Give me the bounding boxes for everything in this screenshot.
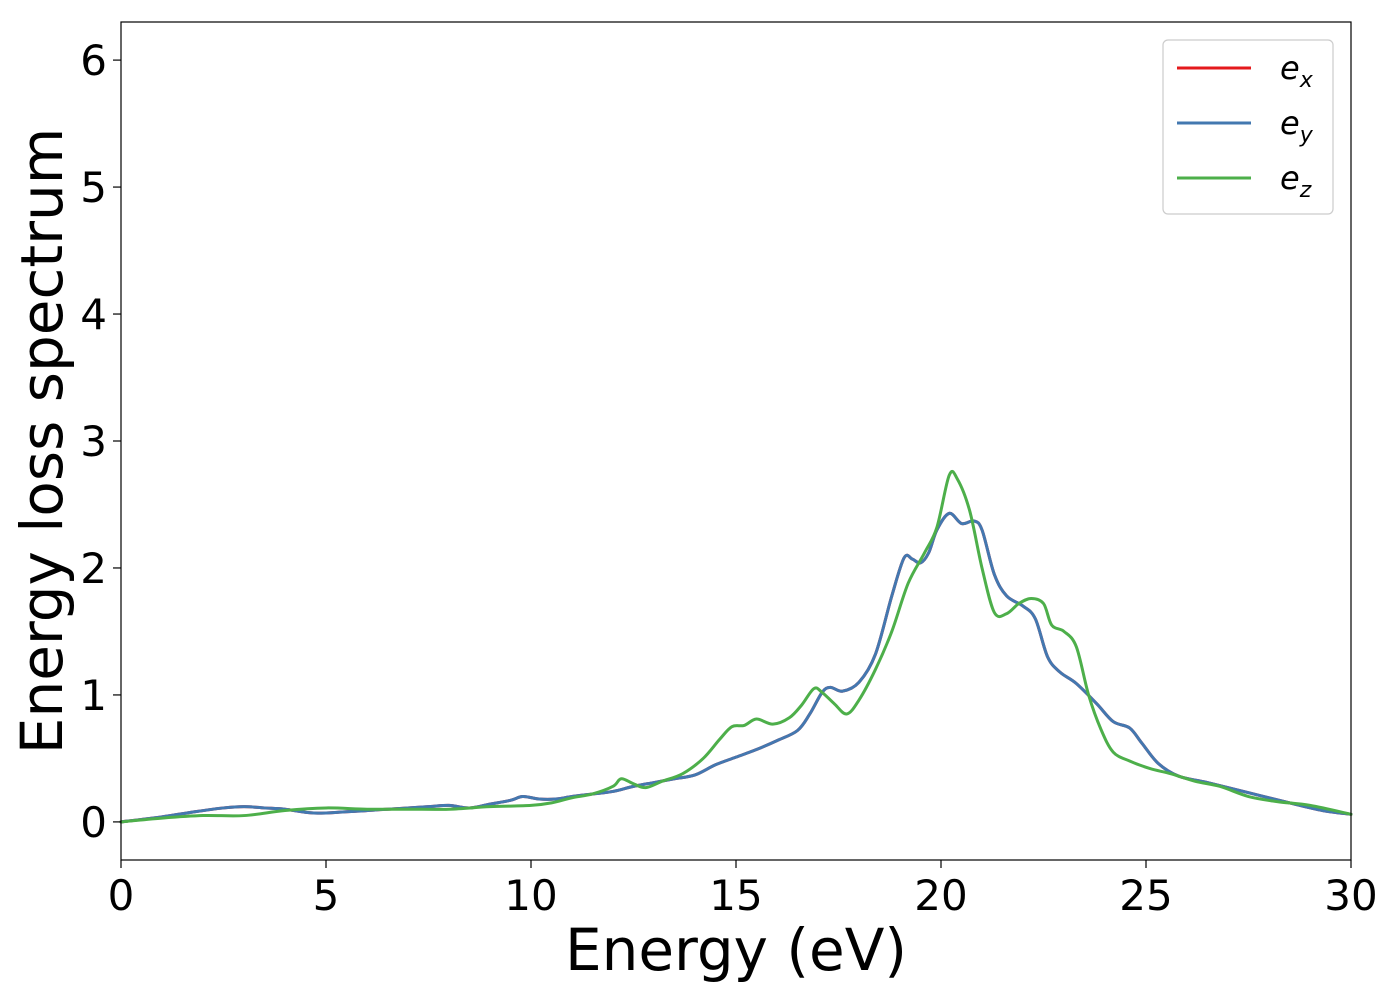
y-tick-label: 1 [80,671,107,720]
legend: ex ey ez [1162,39,1334,215]
x-axis-title: Energy (eV) [565,916,907,984]
x-tick-label: 10 [504,871,557,920]
y-tick-label: 0 [80,798,107,847]
legend-box [1162,39,1334,215]
series-line-e-y [119,511,1353,824]
y-tick-label: 5 [80,163,107,212]
y-tick-label: 6 [80,36,107,85]
series-lines [119,469,1353,824]
x-tick-label: 20 [914,871,967,920]
legend-label-e-z: ez [1280,159,1312,203]
x-tick-label: 25 [1119,871,1172,920]
y-tick-label: 2 [80,544,107,593]
series-line-e-z [119,469,1353,824]
x-axis: 0 5 10 15 20 25 30 [108,860,1378,920]
y-tick-label: 4 [80,290,107,339]
y-axis: 0 1 2 3 4 5 6 [80,36,121,847]
x-tick-label: 5 [313,871,340,920]
y-tick-label: 3 [80,417,107,466]
y-axis-title: Energy loss spectrum [8,128,76,754]
legend-label-e-y: ey [1280,104,1314,148]
x-tick-label: 30 [1324,871,1377,920]
x-tick-label: 0 [108,871,135,920]
legend-label-e-x: ex [1280,49,1314,93]
x-tick-label: 15 [709,871,762,920]
